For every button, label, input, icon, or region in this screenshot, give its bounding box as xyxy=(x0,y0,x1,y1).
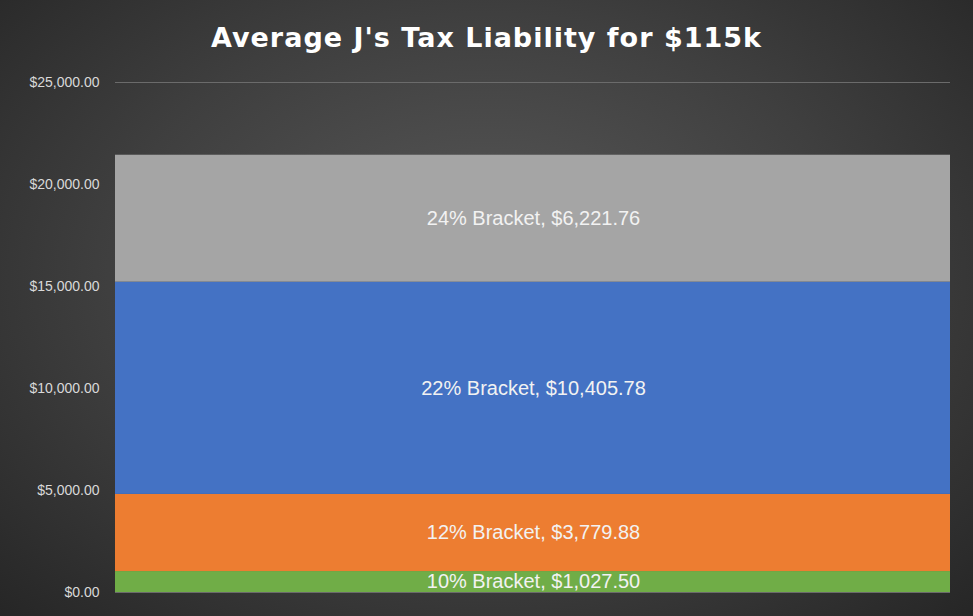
html-text:Average J's Tax Liability for: Average J's Tax Liability for $115k xyxy=(211,22,762,53)
svg-text:$0.00: $0.00 xyxy=(64,584,99,600)
svg-text:$20,000.00: $20,000.00 xyxy=(29,176,99,192)
svg-text:$10,000.00: $10,000.00 xyxy=(29,380,99,396)
svg-text:$25,000.00: $25,000.00 xyxy=(29,74,99,90)
svg-text:10% Bracket, $1,027.50: 10% Bracket, $1,027.50 xyxy=(427,570,640,592)
svg-text:$15,000.00: $15,000.00 xyxy=(29,278,99,294)
svg-text:12% Bracket, $3,779.88: 12% Bracket, $3,779.88 xyxy=(427,521,640,543)
svg-text:24% Bracket, $6,221.76: 24% Bracket, $6,221.76 xyxy=(427,207,640,229)
svg-text:$5,000.00: $5,000.00 xyxy=(37,482,99,498)
svg-text:22% Bracket, $10,405.78: 22% Bracket, $10,405.78 xyxy=(421,377,646,399)
